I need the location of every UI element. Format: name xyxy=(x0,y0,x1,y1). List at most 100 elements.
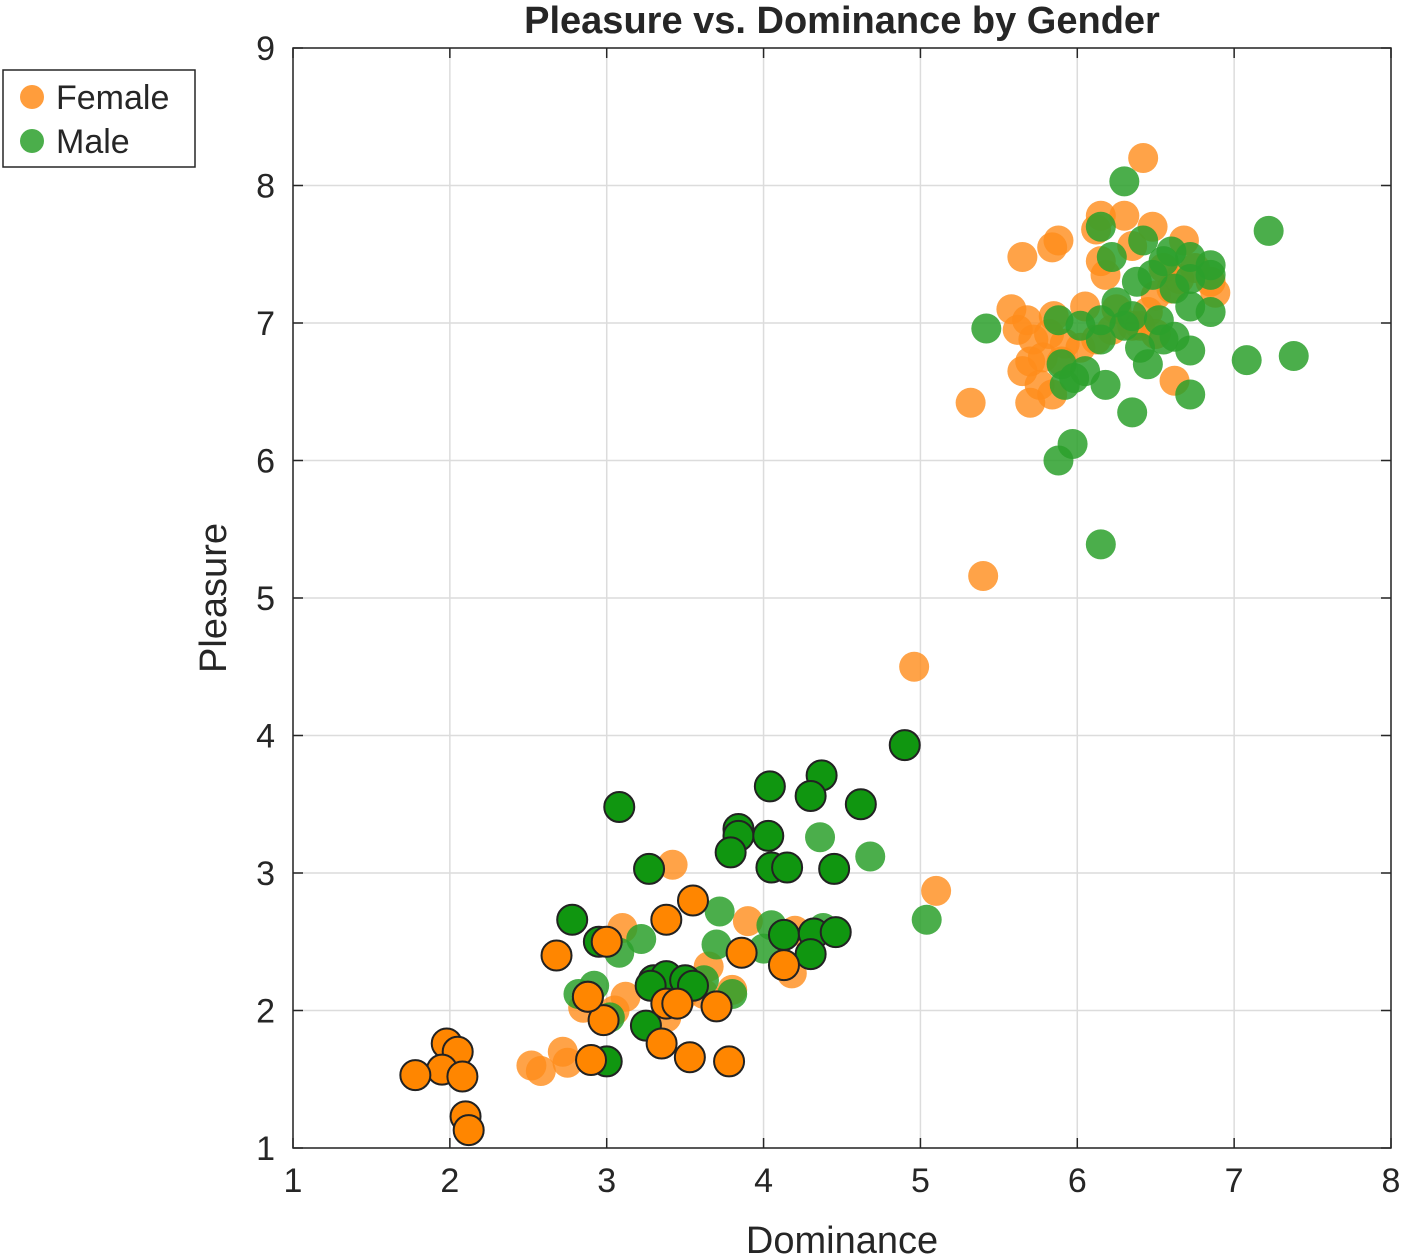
female-point-0-40 xyxy=(955,387,986,418)
male-point-1-24 xyxy=(1109,310,1140,341)
male-point-2-14 xyxy=(556,903,589,936)
male-point-2-4 xyxy=(844,788,877,821)
male-point-2-13 xyxy=(818,852,851,885)
male-point-1-35 xyxy=(1175,379,1206,410)
male-point-1-45 xyxy=(704,896,735,927)
female-point-0-45 xyxy=(899,651,930,682)
male-point-1-36 xyxy=(1117,397,1148,428)
x-tick-label-4: 5 xyxy=(911,1162,930,1200)
female-point-3-9 xyxy=(587,1004,620,1037)
male-point-2-18 xyxy=(819,916,852,949)
female-point-3-17 xyxy=(399,1059,432,1092)
female-point-0-48 xyxy=(732,906,763,937)
male-point-2-16 xyxy=(767,918,800,951)
male-point-1-3 xyxy=(1128,225,1159,256)
female-point-3-13 xyxy=(575,1044,608,1076)
x-tick-label-6: 7 xyxy=(1225,1162,1244,1200)
male-point-1-33 xyxy=(1049,369,1080,400)
x-tick-label-0: 1 xyxy=(284,1162,303,1200)
male-point-1-18 xyxy=(1195,297,1226,327)
male-point-1-1 xyxy=(1253,215,1284,246)
male-point-1-41 xyxy=(1085,529,1116,560)
male-point-2-9 xyxy=(714,836,747,869)
legend: Female Male xyxy=(2,69,196,168)
male-point-1-37 xyxy=(1231,345,1262,376)
male-point-2-5 xyxy=(888,729,921,762)
x-axis-title: Dominance xyxy=(746,1220,938,1259)
y-tick-label-7: 8 xyxy=(256,168,275,206)
y-tick-label-2: 3 xyxy=(256,855,275,893)
female-point-3-2 xyxy=(540,939,573,972)
female-point-0-39 xyxy=(1015,387,1046,418)
male-point-1-34 xyxy=(1090,369,1121,400)
female-point-0-0 xyxy=(1128,143,1159,173)
female-point-0-32 xyxy=(1002,314,1033,345)
female-point-3-8 xyxy=(700,990,733,1023)
female-point-3-21 xyxy=(571,980,604,1013)
male-point-1-43 xyxy=(805,822,836,853)
male-point-1-7 xyxy=(1096,242,1127,272)
male-point-1-12 xyxy=(1195,259,1226,290)
grid xyxy=(292,47,1392,1149)
male-point-1-49 xyxy=(626,924,657,954)
male-point-2-19 xyxy=(794,938,827,971)
y-tick-label-4: 5 xyxy=(256,580,275,618)
y-tick-label-5: 6 xyxy=(256,443,275,481)
female-outlined-points xyxy=(399,884,800,1147)
female-point-3-4 xyxy=(725,936,758,969)
female-point-3-5 xyxy=(767,949,800,982)
legend-label-female: Female xyxy=(56,79,169,117)
male-point-1-2 xyxy=(1085,211,1116,242)
female-point-0-47 xyxy=(657,849,688,880)
female-point-3-0 xyxy=(676,884,709,917)
male-point-1-10 xyxy=(1121,266,1152,297)
x-tick-label-2: 3 xyxy=(597,1162,616,1200)
female-point-3-18 xyxy=(446,1060,479,1093)
male-point-1-38 xyxy=(1278,341,1309,371)
male-point-1-0 xyxy=(1109,166,1140,197)
male-point-1-28 xyxy=(1175,335,1206,366)
female-point-3-11 xyxy=(673,1041,706,1074)
female-point-3-10 xyxy=(645,1027,678,1060)
male-point-2-1 xyxy=(753,770,786,803)
female-point-0-61 xyxy=(552,1047,583,1078)
female-point-0-63 xyxy=(525,1056,556,1086)
y-tick-label-1: 2 xyxy=(256,993,275,1031)
male-point-1-22 xyxy=(971,313,1002,344)
y-axis-title: Pleasure xyxy=(193,523,235,673)
male-point-1-29 xyxy=(1132,349,1163,380)
male-point-1-40 xyxy=(1043,445,1074,476)
female-point-0-2 xyxy=(1109,200,1140,231)
x-tick-label-3: 4 xyxy=(754,1162,773,1200)
axis-ticks: 1 2 3 4 5 6 7 8 1 2 3 4 5 6 7 8 9 xyxy=(256,30,1400,1200)
male-point-2-12 xyxy=(771,851,804,884)
x-tick-label-1: 2 xyxy=(440,1162,459,1200)
x-tick-label-7: 8 xyxy=(1382,1162,1401,1200)
male-point-2-3 xyxy=(794,780,827,812)
male-point-2-8 xyxy=(752,819,785,852)
female-point-3-20 xyxy=(452,1114,485,1147)
female-point-3-3 xyxy=(590,925,623,958)
female-point-0-6 xyxy=(1037,232,1068,263)
y-tick-label-3: 4 xyxy=(256,718,275,756)
y-tick-label-8: 9 xyxy=(256,30,275,68)
female-point-3-7 xyxy=(661,987,694,1020)
y-tick-label-0: 1 xyxy=(256,1130,275,1168)
female-point-3-12 xyxy=(713,1045,746,1078)
chart-title: Pleasure vs. Dominance by Gender xyxy=(524,0,1160,42)
female-point-0-46 xyxy=(921,875,952,906)
female-point-0-7 xyxy=(1007,242,1038,272)
male-point-1-21 xyxy=(1043,305,1074,336)
male-point-1-44 xyxy=(911,904,942,935)
x-tick-label-5: 6 xyxy=(1068,1162,1087,1200)
legend-label-male: Male xyxy=(56,123,130,161)
y-tick-label-6: 7 xyxy=(256,305,275,343)
male-point-1-23 xyxy=(1085,324,1116,355)
male-point-1-42 xyxy=(855,841,886,872)
male-point-2-0 xyxy=(603,791,636,823)
male-point-1-48 xyxy=(701,929,732,960)
legend-swatch-female xyxy=(20,85,44,109)
female-point-0-44 xyxy=(968,561,999,591)
legend-swatch-male xyxy=(20,129,44,153)
